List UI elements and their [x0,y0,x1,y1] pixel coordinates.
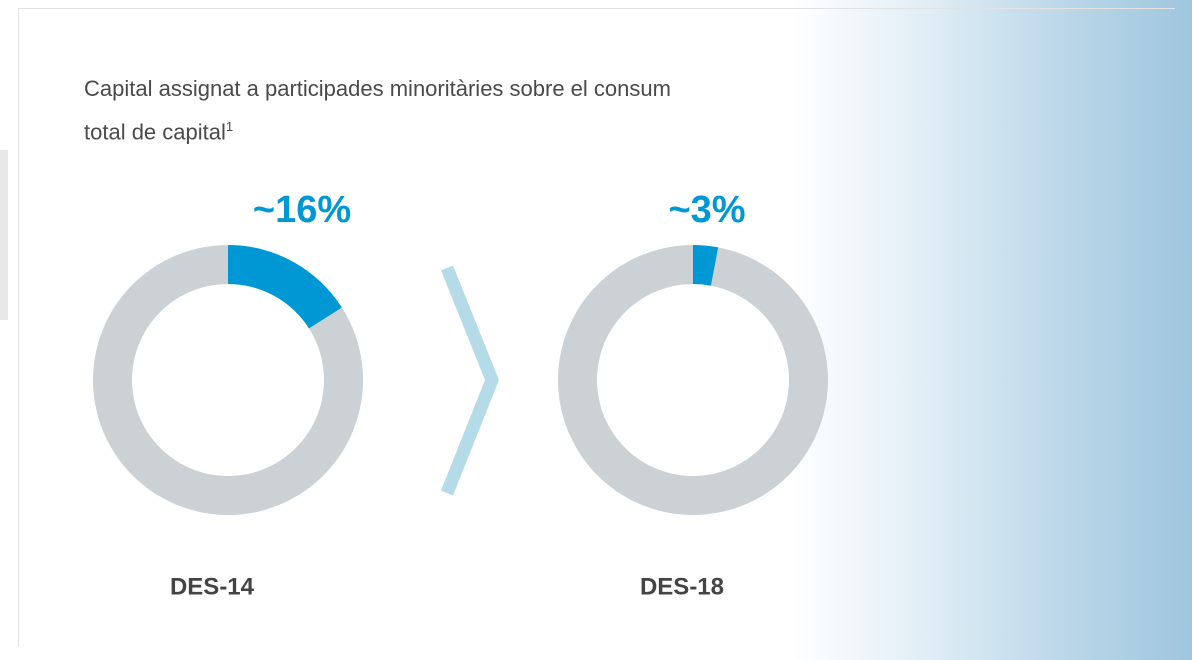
donut-segment [693,245,719,286]
frame [18,8,1175,647]
chart-label: DES-18 [640,573,724,600]
donut-segment [228,245,342,329]
value-label: ~16% [253,189,351,231]
donut-segment [558,245,829,515]
slide-title: Capital assignat a participades minorità… [84,70,704,151]
chevron [440,265,500,496]
chart-label: DES-14 [170,573,255,600]
side-bar [0,150,8,320]
value-label: ~3% [668,189,745,231]
background-image [792,0,1192,660]
title-text: Capital assignat a participades minorità… [84,76,671,145]
footnote-mark: 1 [225,119,234,134]
